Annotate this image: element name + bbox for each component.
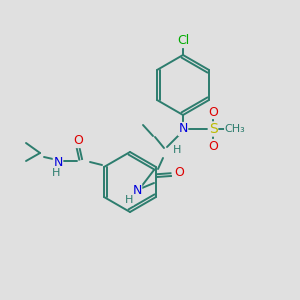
Text: N: N xyxy=(132,184,142,197)
Text: S: S xyxy=(208,122,217,136)
Text: H: H xyxy=(173,145,181,155)
Text: Cl: Cl xyxy=(177,34,189,47)
Text: O: O xyxy=(174,167,184,179)
Text: N: N xyxy=(53,157,63,169)
Text: O: O xyxy=(208,140,218,152)
Text: CH₃: CH₃ xyxy=(225,124,245,134)
Text: H: H xyxy=(52,168,60,178)
Text: N: N xyxy=(178,122,188,136)
Text: O: O xyxy=(208,106,218,118)
Text: H: H xyxy=(125,195,133,205)
Text: O: O xyxy=(73,134,83,148)
